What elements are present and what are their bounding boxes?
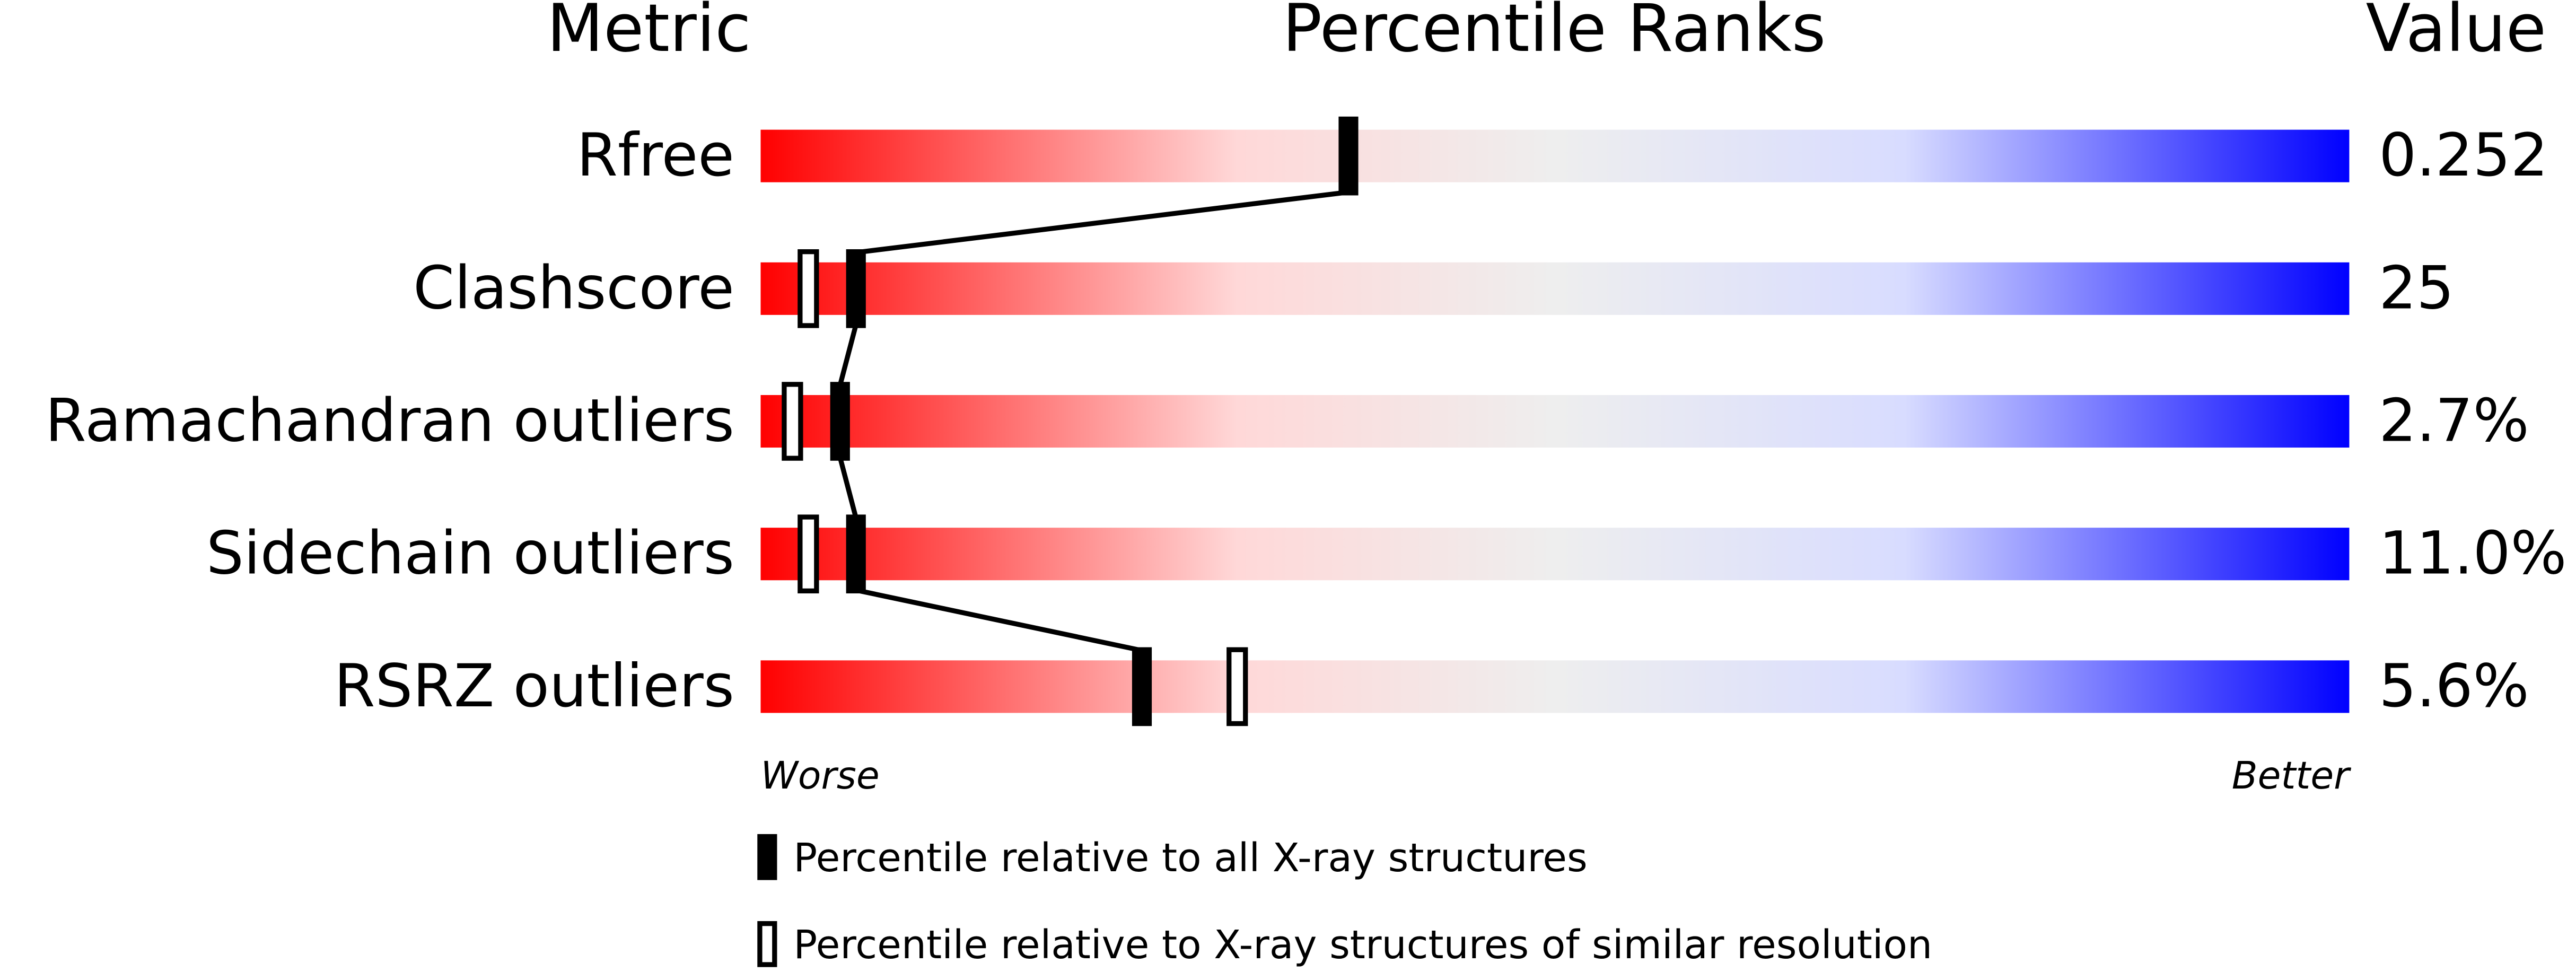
- marker-filled: [846, 514, 866, 593]
- better-label: Better: [2232, 754, 2351, 798]
- marker-open: [798, 249, 819, 328]
- metric-value: 25: [2379, 254, 2454, 322]
- legend-label: Percentile relative to X-ray structures …: [793, 922, 1932, 968]
- metric-label: Rfree: [576, 121, 734, 190]
- chart-title: Percentile Ranks: [1282, 0, 1826, 67]
- legend-swatch: [757, 921, 777, 967]
- value-header: Value: [2366, 0, 2546, 67]
- metric-value: 0.252: [2379, 121, 2548, 190]
- percentile-bar: [760, 528, 2350, 581]
- marker-open: [798, 514, 819, 593]
- metric-label: Ramachandran outliers: [45, 387, 734, 455]
- marker-filled: [1338, 116, 1359, 196]
- metric-value: 5.6%: [2379, 652, 2529, 721]
- legend-swatch: [757, 834, 777, 880]
- percentile-bar: [760, 262, 2350, 315]
- marker-filled: [1132, 647, 1152, 726]
- legend-label: Percentile relative to all X-ray structu…: [793, 835, 1587, 881]
- worse-label: Worse: [760, 754, 879, 798]
- percentile-bar: [760, 660, 2350, 713]
- marker-filled: [846, 249, 866, 328]
- marker-filled: [830, 382, 850, 461]
- marker-open: [782, 382, 803, 461]
- marker-open: [1226, 647, 1248, 726]
- metric-header: Metric: [547, 0, 751, 67]
- percentile-bar: [760, 395, 2350, 448]
- metric-value: 11.0%: [2379, 520, 2566, 588]
- metric-value: 2.7%: [2379, 387, 2529, 455]
- metric-label: Sidechain outliers: [206, 520, 734, 588]
- metric-label: RSRZ outliers: [334, 652, 734, 721]
- percentile-bar: [760, 129, 2350, 182]
- metric-label: Clashscore: [413, 254, 734, 322]
